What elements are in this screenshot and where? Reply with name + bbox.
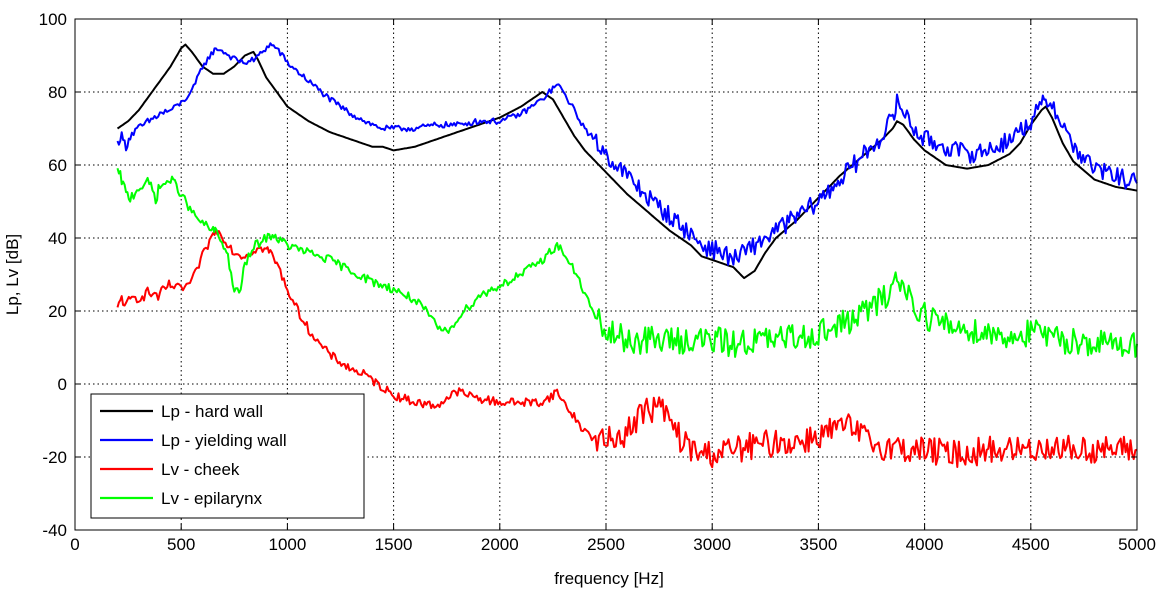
x-tick-label: 500 — [167, 535, 195, 554]
y-tick-label: 80 — [48, 83, 67, 102]
y-tick-label: 20 — [48, 302, 67, 321]
legend-label: Lv - epilarynx — [161, 489, 263, 508]
legend: Lp - hard wall Lp - yielding wall Lv - che… — [90, 393, 365, 519]
series-line-3 — [116, 168, 1138, 358]
x-tick-label: 3000 — [693, 535, 731, 554]
series-line-2 — [116, 228, 1138, 469]
y-tick-label: 100 — [39, 10, 67, 29]
x-tick-label: 0 — [70, 535, 79, 554]
legend-box — [90, 393, 365, 519]
x-tick-label: 3500 — [799, 535, 837, 554]
legend-label: Lp - yielding wall — [161, 431, 287, 450]
x-tick-label: 2500 — [587, 535, 625, 554]
x-axis-label: frequency [Hz] — [554, 569, 664, 588]
y-tick-label: 60 — [48, 156, 67, 175]
y-tick-label: 0 — [58, 375, 67, 394]
y-axis-label: Lp, Lv [dB] — [3, 234, 22, 315]
x-tick-label: 2000 — [481, 535, 519, 554]
series-line-0 — [116, 43, 1138, 280]
y-tick-label: -40 — [42, 521, 67, 540]
ticks: 0 500 1000 1500 2000 2500 3000 3500 4000 4500 5000… — [39, 10, 1156, 554]
x-tick-label: 5000 — [1118, 535, 1156, 554]
y-tick-label: -20 — [42, 448, 67, 467]
series-line-1 — [116, 42, 1138, 266]
x-tick-label: 1500 — [375, 535, 413, 554]
legend-label: Lp - hard wall — [161, 402, 263, 421]
x-tick-label: 4500 — [1012, 535, 1050, 554]
x-tick-label: 1000 — [268, 535, 306, 554]
legend-label: Lv - cheek — [161, 460, 240, 479]
x-tick-label: 4000 — [906, 535, 944, 554]
series-lines — [116, 42, 1138, 469]
y-tick-label: 40 — [48, 229, 67, 248]
